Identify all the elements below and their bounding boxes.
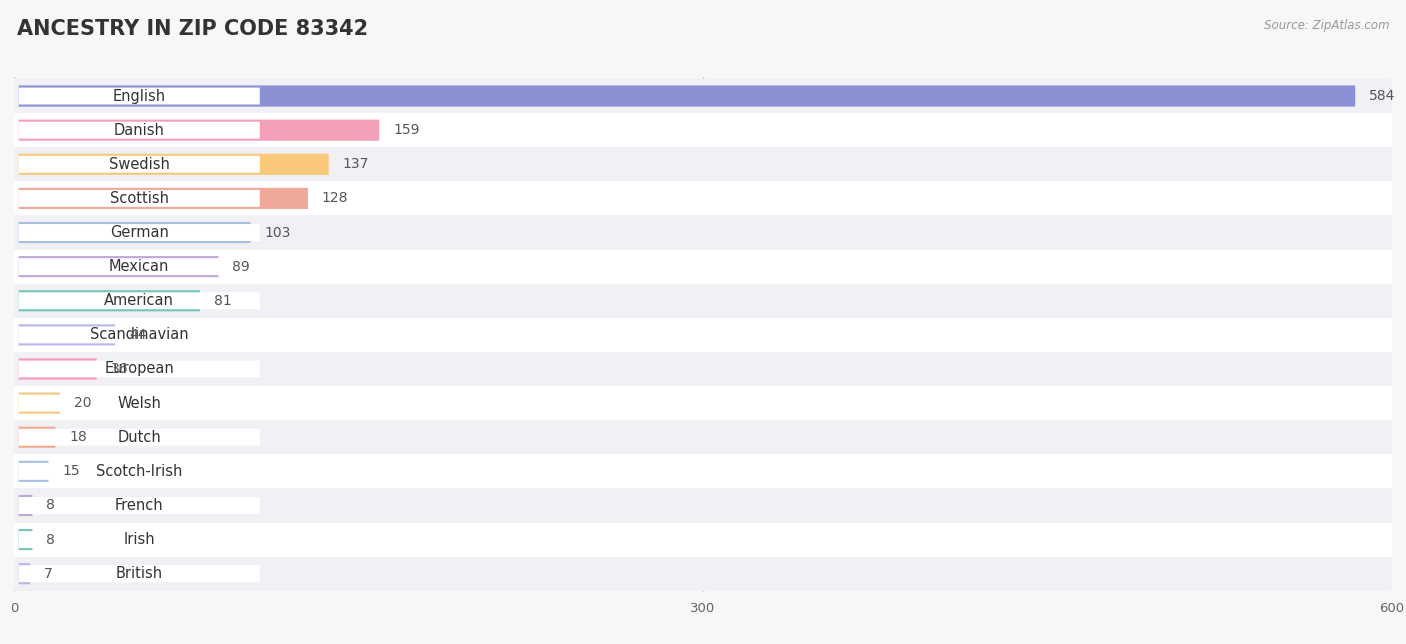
FancyBboxPatch shape bbox=[18, 224, 260, 241]
Text: 128: 128 bbox=[322, 191, 349, 205]
Text: 44: 44 bbox=[129, 328, 146, 342]
FancyBboxPatch shape bbox=[18, 393, 60, 413]
Text: 15: 15 bbox=[62, 464, 80, 478]
FancyBboxPatch shape bbox=[18, 429, 260, 446]
FancyBboxPatch shape bbox=[14, 250, 1392, 284]
Text: 36: 36 bbox=[111, 362, 128, 376]
Text: Scotch-Irish: Scotch-Irish bbox=[96, 464, 183, 479]
FancyBboxPatch shape bbox=[18, 427, 55, 448]
FancyBboxPatch shape bbox=[14, 420, 1392, 454]
Text: American: American bbox=[104, 293, 174, 308]
FancyBboxPatch shape bbox=[18, 497, 260, 514]
Text: Irish: Irish bbox=[124, 532, 155, 547]
Text: English: English bbox=[112, 88, 166, 104]
Text: 18: 18 bbox=[69, 430, 87, 444]
FancyBboxPatch shape bbox=[18, 122, 260, 138]
FancyBboxPatch shape bbox=[18, 188, 308, 209]
Text: European: European bbox=[104, 361, 174, 377]
FancyBboxPatch shape bbox=[18, 290, 200, 311]
FancyBboxPatch shape bbox=[18, 88, 260, 104]
Text: 8: 8 bbox=[46, 498, 55, 513]
FancyBboxPatch shape bbox=[14, 454, 1392, 488]
Text: 8: 8 bbox=[46, 533, 55, 547]
FancyBboxPatch shape bbox=[18, 495, 32, 516]
FancyBboxPatch shape bbox=[14, 79, 1392, 113]
FancyBboxPatch shape bbox=[18, 563, 30, 584]
FancyBboxPatch shape bbox=[18, 361, 260, 377]
Text: Mexican: Mexican bbox=[110, 259, 169, 274]
FancyBboxPatch shape bbox=[18, 395, 260, 412]
FancyBboxPatch shape bbox=[18, 86, 1355, 107]
FancyBboxPatch shape bbox=[14, 556, 1392, 591]
FancyBboxPatch shape bbox=[18, 325, 115, 345]
Text: Swedish: Swedish bbox=[108, 156, 170, 172]
Text: French: French bbox=[115, 498, 163, 513]
FancyBboxPatch shape bbox=[18, 222, 250, 243]
Text: 137: 137 bbox=[343, 157, 368, 171]
FancyBboxPatch shape bbox=[18, 327, 260, 343]
FancyBboxPatch shape bbox=[18, 292, 260, 309]
Text: ANCESTRY IN ZIP CODE 83342: ANCESTRY IN ZIP CODE 83342 bbox=[17, 19, 368, 39]
FancyBboxPatch shape bbox=[18, 258, 260, 275]
FancyBboxPatch shape bbox=[14, 284, 1392, 318]
FancyBboxPatch shape bbox=[14, 522, 1392, 556]
FancyBboxPatch shape bbox=[14, 488, 1392, 522]
FancyBboxPatch shape bbox=[18, 120, 380, 141]
Text: 159: 159 bbox=[394, 123, 419, 137]
FancyBboxPatch shape bbox=[18, 154, 329, 175]
Text: British: British bbox=[115, 566, 163, 582]
Text: Danish: Danish bbox=[114, 122, 165, 138]
Text: German: German bbox=[110, 225, 169, 240]
FancyBboxPatch shape bbox=[18, 190, 260, 207]
FancyBboxPatch shape bbox=[14, 113, 1392, 147]
FancyBboxPatch shape bbox=[18, 463, 260, 480]
FancyBboxPatch shape bbox=[14, 147, 1392, 182]
FancyBboxPatch shape bbox=[14, 352, 1392, 386]
Text: Source: ZipAtlas.com: Source: ZipAtlas.com bbox=[1264, 19, 1389, 32]
Text: 81: 81 bbox=[214, 294, 232, 308]
Text: 20: 20 bbox=[73, 396, 91, 410]
Text: Scandinavian: Scandinavian bbox=[90, 327, 188, 343]
Text: Dutch: Dutch bbox=[117, 430, 162, 445]
FancyBboxPatch shape bbox=[18, 565, 260, 582]
Text: Welsh: Welsh bbox=[117, 395, 162, 411]
FancyBboxPatch shape bbox=[14, 386, 1392, 420]
FancyBboxPatch shape bbox=[18, 531, 260, 548]
Text: Scottish: Scottish bbox=[110, 191, 169, 206]
Text: 584: 584 bbox=[1369, 89, 1395, 103]
Text: 7: 7 bbox=[44, 567, 52, 581]
FancyBboxPatch shape bbox=[14, 182, 1392, 216]
Text: 89: 89 bbox=[232, 260, 250, 274]
FancyBboxPatch shape bbox=[18, 460, 48, 482]
FancyBboxPatch shape bbox=[18, 156, 260, 173]
Text: 103: 103 bbox=[264, 225, 291, 240]
FancyBboxPatch shape bbox=[18, 359, 97, 379]
FancyBboxPatch shape bbox=[14, 216, 1392, 250]
FancyBboxPatch shape bbox=[18, 529, 32, 550]
FancyBboxPatch shape bbox=[14, 318, 1392, 352]
FancyBboxPatch shape bbox=[18, 256, 218, 277]
